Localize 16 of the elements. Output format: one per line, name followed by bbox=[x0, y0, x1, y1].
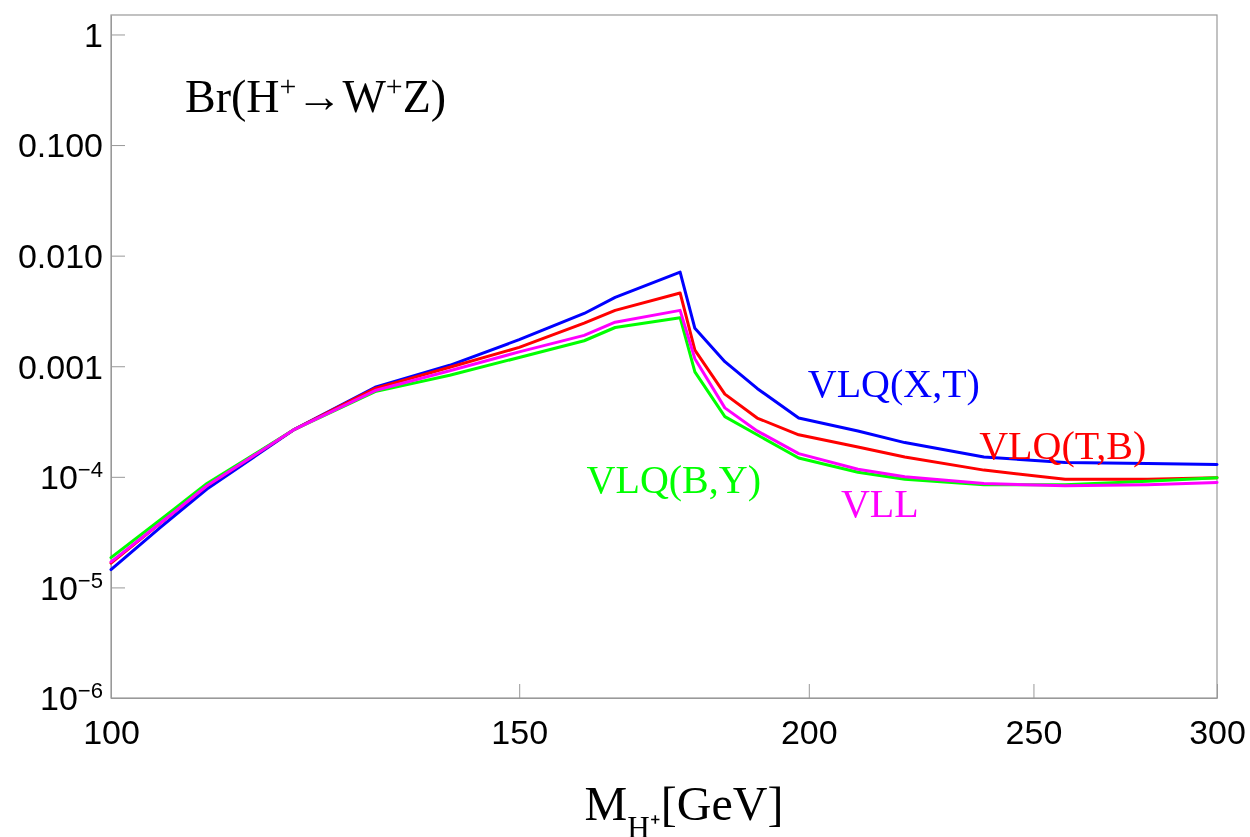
series-label: VLQ(X,T) bbox=[807, 361, 980, 407]
y-tick-label: 0.100 bbox=[17, 126, 103, 165]
x-tick-label: 150 bbox=[491, 713, 549, 752]
series-label: VLQ(B,Y) bbox=[586, 457, 761, 503]
y-tick-label: 10$^{−4}$ bbox=[39, 456, 103, 497]
y-tick-label: 10$^{−5}$ bbox=[39, 567, 103, 607]
x-tick-label: 200 bbox=[780, 713, 838, 752]
x-axis-title: M$_{H⁺}$[GeV] bbox=[584, 777, 784, 837]
text: Br(H$^{+}$→W$^{+}$Z) bbox=[185, 68, 447, 122]
series-label: VLL bbox=[840, 481, 919, 527]
y-tick-label: 0.010 bbox=[17, 237, 103, 276]
series-label: VLQ(T,B) bbox=[979, 422, 1147, 468]
y-tick-label: 0.001 bbox=[17, 347, 103, 386]
y-tick-label: 1 bbox=[84, 15, 103, 54]
x-tick-label: 250 bbox=[1005, 713, 1063, 752]
x-tick-label: 300 bbox=[1189, 713, 1246, 752]
